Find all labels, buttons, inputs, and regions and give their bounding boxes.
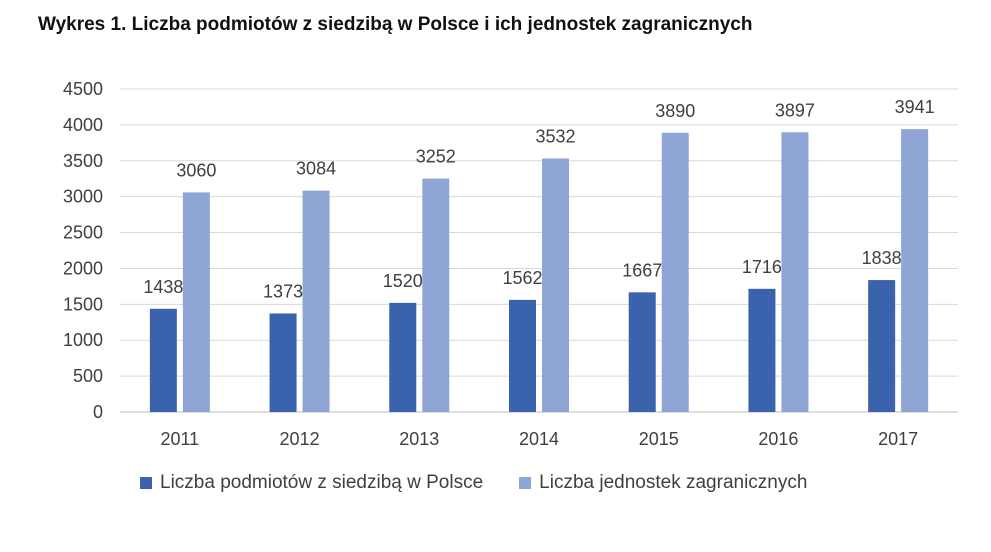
- legend-item-series1: Liczba podmiotów z siedzibą w Polsce: [140, 472, 483, 494]
- data-label: 1716: [742, 257, 782, 277]
- data-label: 3060: [176, 160, 216, 180]
- data-label: 1838: [862, 248, 902, 268]
- legend-item-series2: Liczba jednostek zagranicznych: [519, 472, 807, 494]
- legend: Liczba podmiotów z siedzibą w Polsce Lic…: [140, 472, 843, 494]
- x-tick-label: 2013: [399, 429, 439, 449]
- y-tick-label: 3000: [63, 187, 103, 207]
- data-label: 1562: [502, 268, 542, 288]
- x-tick-label: 2017: [878, 429, 918, 449]
- data-label: 3897: [775, 100, 815, 120]
- x-tick-label: 2016: [758, 429, 798, 449]
- data-label: 3084: [296, 159, 336, 179]
- y-tick-label: 1500: [63, 294, 103, 314]
- x-tick-label: 2011: [160, 429, 199, 449]
- data-label: 1373: [263, 281, 303, 301]
- y-tick-label: 4500: [63, 79, 103, 99]
- bar: [422, 178, 450, 412]
- bar: [389, 302, 417, 412]
- legend-swatch-series1: [140, 477, 152, 489]
- data-label: 1667: [622, 260, 662, 280]
- bar: [509, 299, 536, 412]
- legend-label-series2: Liczba jednostek zagranicznych: [539, 472, 808, 493]
- bar: [542, 158, 569, 412]
- bar: [149, 308, 177, 412]
- data-label: 3252: [416, 147, 456, 167]
- data-label: 1438: [143, 277, 183, 297]
- data-label: 1520: [383, 271, 423, 291]
- legend-swatch-series2: [519, 477, 532, 489]
- x-tick-label: 2012: [280, 429, 320, 449]
- bar: [901, 129, 929, 412]
- bar: [661, 132, 689, 413]
- bar: [628, 292, 656, 412]
- bar: [302, 190, 330, 412]
- x-tick-label: 2015: [639, 429, 679, 449]
- y-tick-label: 3500: [63, 151, 103, 171]
- y-tick-label: 0: [93, 402, 103, 422]
- bar: [269, 313, 297, 412]
- y-tick-label: 2500: [63, 223, 103, 243]
- bar: [868, 280, 896, 412]
- legend-label-series1: Liczba podmiotów z siedzibą w Polsce: [160, 472, 484, 493]
- bar: [748, 288, 776, 412]
- data-label: 3941: [895, 97, 935, 117]
- y-tick-label: 2000: [63, 258, 103, 278]
- bar: [182, 192, 210, 412]
- bar: [781, 132, 809, 413]
- data-label: 3890: [655, 101, 695, 121]
- data-label: 3532: [535, 126, 575, 146]
- y-tick-label: 500: [73, 366, 103, 386]
- y-tick-label: 1000: [63, 330, 103, 350]
- chart-title: Wykres 1. Liczba podmiotów z siedzibą w …: [38, 14, 753, 35]
- x-tick-label: 2014: [519, 429, 559, 449]
- y-tick-label: 4000: [63, 115, 103, 135]
